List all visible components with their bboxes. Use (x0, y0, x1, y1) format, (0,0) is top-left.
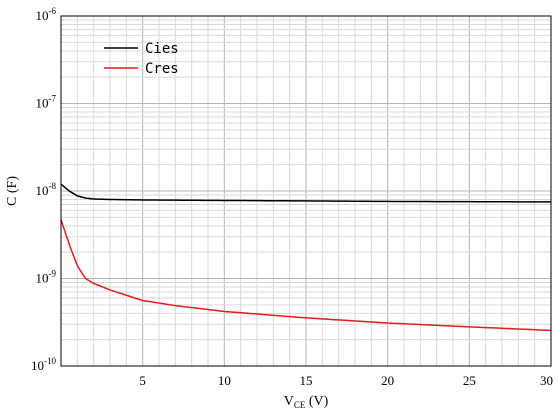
y-tick-exponent: -8 (49, 181, 57, 191)
series-line-cies (60, 183, 552, 203)
y-tick-label: 10-6 (36, 6, 57, 23)
y-tick-exponent: -10 (44, 356, 56, 366)
y-tick-base: 10 (31, 358, 44, 373)
legend: Cies Cres (104, 41, 179, 77)
x-axis-title-unit: (V) (305, 394, 328, 409)
y-tick-exponent: -7 (49, 94, 57, 104)
x-axis-title: VCE (V) (284, 394, 329, 410)
series-line-cres (60, 219, 552, 332)
y-tick-labels: 10-610-710-810-910-10 (31, 6, 56, 373)
x-tick-labels: 5 10 15 20 25 30 (139, 373, 553, 388)
x-tick-label: 20 (381, 373, 394, 388)
y-tick-base: 10 (36, 183, 49, 198)
y-tick-base: 10 (36, 8, 49, 23)
plot-frame (60, 15, 552, 367)
grid-lines (61, 16, 551, 366)
legend-label-cres: Cres (145, 61, 179, 77)
y-tick-label: 10-10 (31, 356, 56, 373)
series-lines (60, 183, 552, 332)
y-tick-base: 10 (36, 271, 49, 286)
x-axis-title-main: V (284, 394, 294, 409)
y-tick-label: 10-9 (36, 269, 57, 286)
y-tick-base: 10 (36, 96, 49, 111)
x-tick-label: 25 (463, 373, 476, 388)
x-tick-label: 10 (218, 373, 231, 388)
x-tick-label: 30 (540, 373, 553, 388)
x-tick-label: 15 (300, 373, 313, 388)
x-axis-title-subscript: CE (294, 400, 306, 410)
y-tick-exponent: -9 (49, 269, 57, 279)
y-tick-label: 10-7 (36, 94, 57, 111)
y-axis-title: C (F) (5, 176, 20, 206)
y-tick-label: 10-8 (36, 181, 57, 198)
y-tick-exponent: -6 (49, 6, 57, 16)
legend-label-cies: Cies (145, 41, 179, 57)
x-tick-label: 5 (139, 373, 146, 388)
